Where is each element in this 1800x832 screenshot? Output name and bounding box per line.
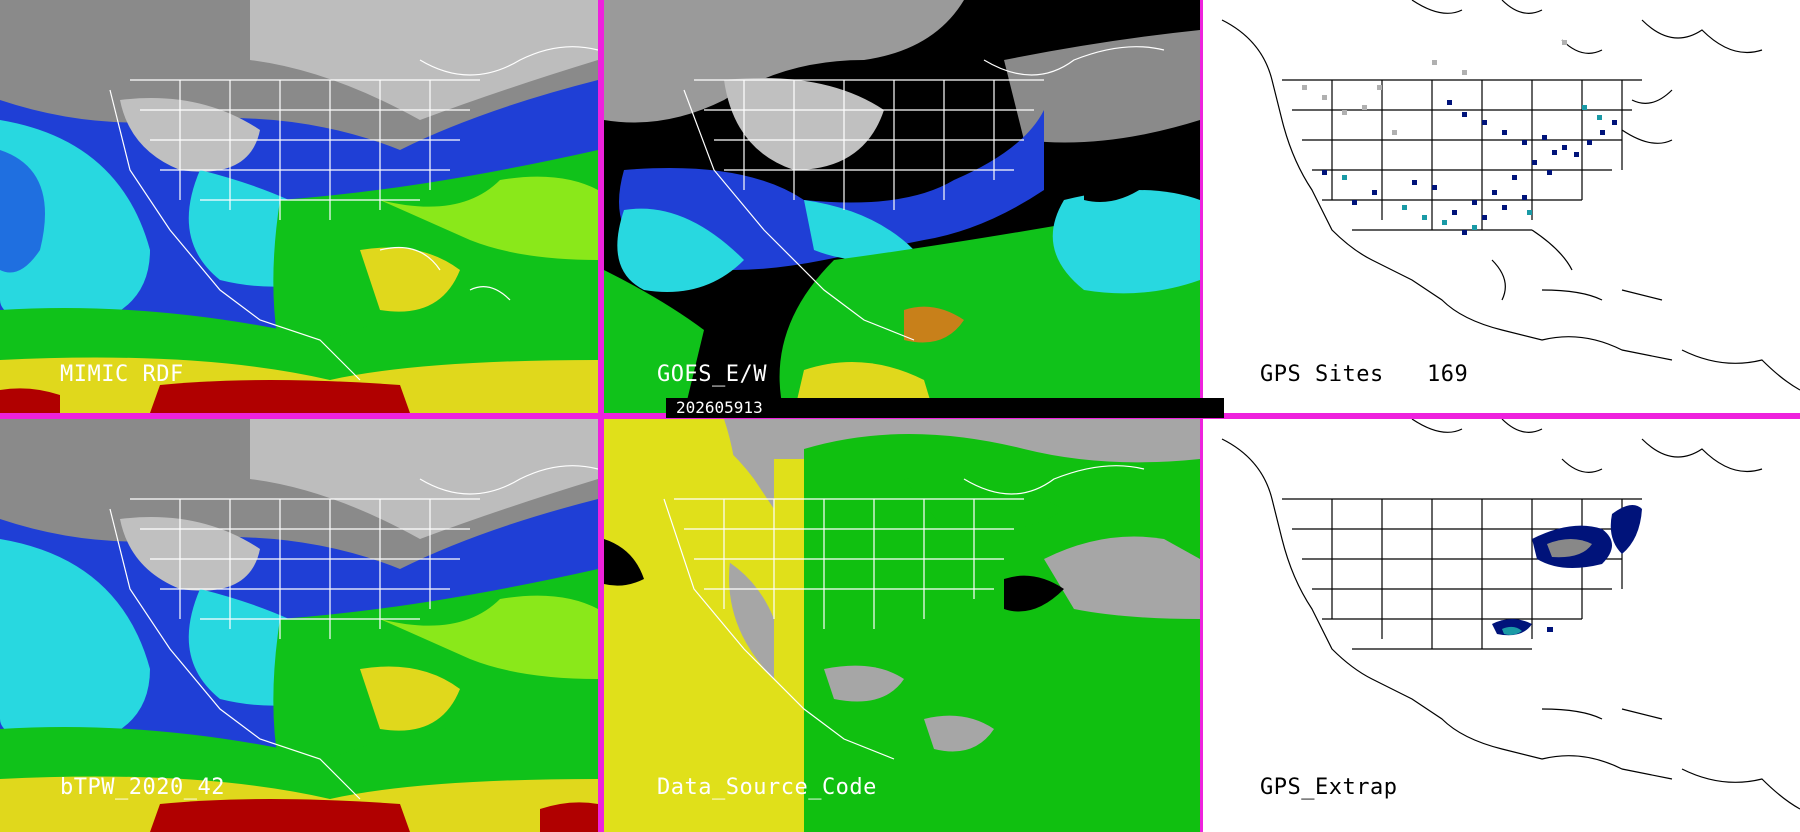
panel-label-btpw: bTPW_2020_42 (60, 775, 225, 800)
mimic-tpw-map (0, 0, 598, 413)
goes-ew-panel: GOES_E/W (604, 0, 1200, 413)
gps-extrap-panel: GPS_Extrap (1202, 419, 1800, 832)
panel-label-goes-ew: GOES_E/W (657, 362, 767, 387)
gps-sites-panel: GPS Sites 169 (1202, 0, 1800, 413)
btpw-panel: bTPW_2020_42 (0, 419, 598, 832)
data-source-code-map (604, 419, 1200, 832)
gps-extrap-map (1202, 419, 1800, 832)
timestamp-bar: 202605913 (666, 398, 1224, 418)
gps-sites-map (1202, 0, 1800, 413)
panel-label-data-source-code: Data_Source_Code (657, 775, 877, 800)
panel-label-gps-extrap: GPS_Extrap (1260, 775, 1398, 800)
panel-label-gps-sites: GPS Sites (1260, 362, 1384, 387)
goes-tpw-map (604, 0, 1200, 413)
btpw-tpw-map (0, 419, 598, 832)
panel-label-mimic-rdf: MIMIC RDF (60, 362, 184, 387)
gps-site-count: 169 (1427, 362, 1469, 387)
data-source-code-panel: Data_Source_Code (604, 419, 1200, 832)
mimic-rdf-panel: MIMIC RDF (0, 0, 598, 413)
